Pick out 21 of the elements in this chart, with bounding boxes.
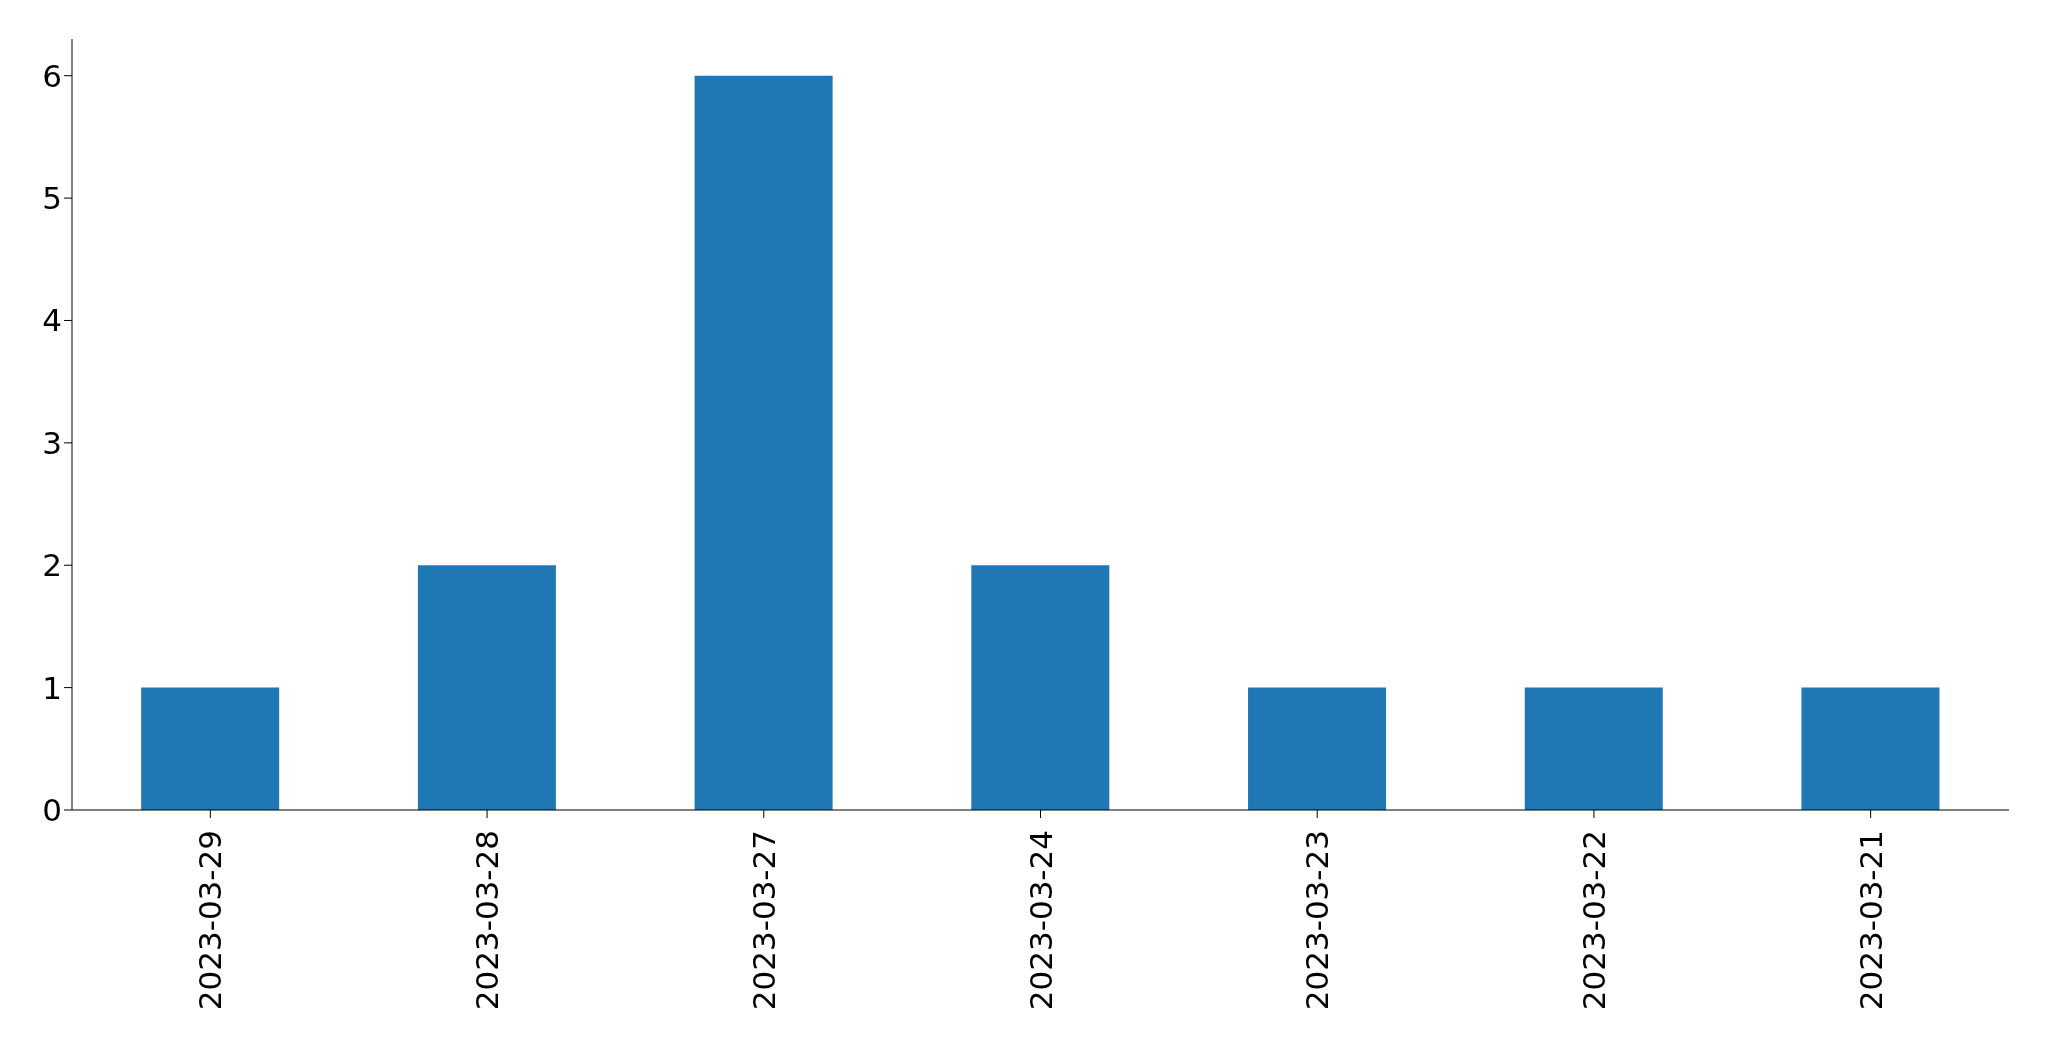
y-tick-label: 3 <box>42 424 62 461</box>
x-tick-label: 2023-03-28 <box>469 830 506 1011</box>
x-tick-label: 2023-03-21 <box>1852 830 1889 1011</box>
bar <box>417 565 556 810</box>
bar <box>971 565 1110 810</box>
bar <box>1524 687 1663 810</box>
y-tick-label: 0 <box>42 792 62 829</box>
y-tick-label: 6 <box>42 57 62 94</box>
y-tick-label: 1 <box>42 669 62 706</box>
bar <box>1801 687 1940 810</box>
x-tick-label: 2023-03-24 <box>1022 830 1059 1011</box>
x-tick-label: 2023-03-27 <box>745 830 782 1011</box>
x-tick-label: 2023-03-22 <box>1575 830 1612 1011</box>
bar <box>1248 687 1387 810</box>
x-tick-label: 2023-03-23 <box>1299 830 1336 1011</box>
y-tick-label: 5 <box>42 180 62 217</box>
y-tick-label: 4 <box>42 302 62 339</box>
y-tick-label: 2 <box>42 547 62 584</box>
x-tick-label: 2023-03-29 <box>192 830 229 1011</box>
bar <box>694 75 833 810</box>
bar <box>141 687 280 810</box>
